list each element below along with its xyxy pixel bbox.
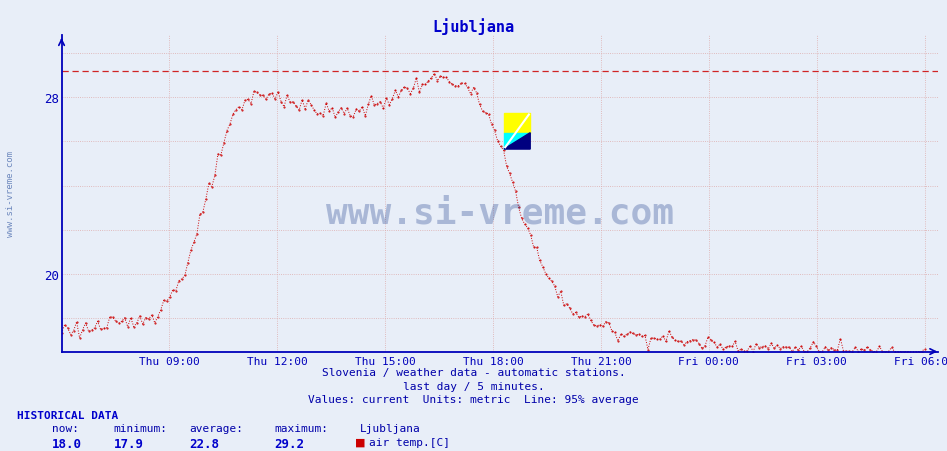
- Text: Slovenia / weather data - automatic stations.: Slovenia / weather data - automatic stat…: [322, 368, 625, 377]
- Text: now:: now:: [52, 423, 80, 433]
- Text: Ljubljana: Ljubljana: [360, 423, 420, 433]
- Text: last day / 5 minutes.: last day / 5 minutes.: [402, 381, 545, 391]
- Text: 22.8: 22.8: [189, 437, 220, 450]
- Polygon shape: [504, 133, 530, 150]
- Text: www.si-vreme.com: www.si-vreme.com: [326, 196, 673, 230]
- Text: 29.2: 29.2: [275, 437, 305, 450]
- Text: 17.9: 17.9: [114, 437, 144, 450]
- Text: maximum:: maximum:: [275, 423, 329, 433]
- Polygon shape: [504, 133, 530, 150]
- Polygon shape: [504, 113, 530, 133]
- Text: 18.0: 18.0: [52, 437, 82, 450]
- Text: Values: current  Units: metric  Line: 95% average: Values: current Units: metric Line: 95% …: [308, 395, 639, 405]
- Text: average:: average:: [189, 423, 243, 433]
- Text: ■: ■: [355, 437, 366, 446]
- Text: HISTORICAL DATA: HISTORICAL DATA: [17, 410, 118, 420]
- Text: air temp.[C]: air temp.[C]: [369, 437, 451, 446]
- Text: minimum:: minimum:: [114, 423, 168, 433]
- Text: www.si-vreme.com: www.si-vreme.com: [6, 151, 15, 237]
- Text: Ljubljana: Ljubljana: [433, 18, 514, 35]
